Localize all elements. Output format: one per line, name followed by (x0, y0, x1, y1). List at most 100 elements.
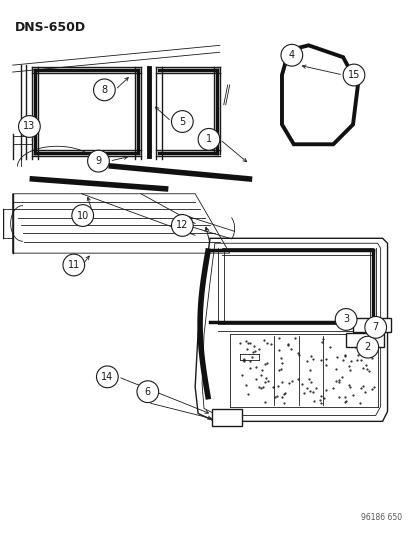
Point (319, 335, 325, 343)
Point (359, 382, 366, 390)
Point (320, 394, 327, 402)
Point (246, 339, 252, 348)
Point (353, 356, 359, 365)
Text: 7: 7 (372, 322, 378, 333)
Circle shape (63, 254, 85, 276)
Circle shape (88, 150, 109, 172)
Point (252, 375, 259, 383)
Point (322, 361, 329, 369)
Point (322, 386, 328, 394)
Point (306, 387, 313, 395)
Point (335, 392, 342, 401)
Point (348, 337, 355, 345)
Point (354, 351, 361, 359)
Point (367, 354, 374, 362)
Point (242, 336, 249, 345)
Point (292, 334, 298, 342)
Point (335, 378, 342, 386)
Point (261, 398, 268, 406)
Point (303, 383, 309, 392)
Point (280, 399, 287, 407)
Point (246, 357, 253, 365)
Point (317, 356, 323, 365)
Point (305, 375, 311, 383)
Point (274, 382, 280, 391)
Point (285, 340, 291, 348)
Point (244, 390, 251, 398)
Point (370, 383, 376, 392)
Point (277, 354, 284, 362)
Circle shape (198, 128, 219, 150)
Text: 15: 15 (347, 70, 359, 80)
Point (298, 380, 304, 389)
Point (261, 377, 267, 386)
Text: DNS-650D: DNS-650D (14, 21, 85, 34)
Point (353, 341, 360, 350)
Point (345, 381, 351, 389)
Point (332, 376, 338, 385)
Point (339, 356, 346, 364)
Text: 96186 650: 96186 650 (361, 513, 401, 522)
Point (238, 371, 245, 379)
Point (288, 376, 295, 385)
Point (255, 344, 261, 353)
Text: 12: 12 (176, 221, 188, 230)
Point (249, 348, 256, 357)
Point (284, 340, 291, 349)
Point (275, 346, 282, 354)
Bar (345, 333, 383, 347)
Point (326, 343, 332, 352)
Point (340, 351, 347, 360)
Point (250, 342, 257, 351)
Point (345, 383, 352, 392)
Point (349, 391, 355, 400)
Point (307, 352, 313, 360)
Point (264, 377, 271, 385)
Point (335, 376, 341, 384)
Circle shape (356, 336, 378, 358)
Point (236, 338, 243, 347)
Point (312, 384, 318, 393)
Point (300, 389, 306, 397)
Text: 6: 6 (145, 386, 150, 397)
Point (260, 336, 267, 344)
Point (258, 366, 264, 374)
Circle shape (342, 64, 364, 86)
Bar (211, 408, 241, 426)
Point (294, 349, 300, 358)
Point (278, 393, 285, 401)
Point (362, 360, 368, 369)
Text: 1: 1 (205, 134, 211, 144)
Point (341, 398, 348, 407)
Point (359, 363, 366, 372)
Point (365, 339, 371, 348)
Point (287, 345, 293, 353)
Text: 2: 2 (364, 342, 370, 352)
Point (263, 358, 269, 367)
Point (367, 333, 373, 342)
Circle shape (364, 317, 386, 338)
Point (257, 384, 263, 392)
Point (363, 365, 370, 373)
Point (261, 360, 267, 368)
Point (295, 350, 302, 359)
Text: 14: 14 (101, 372, 113, 382)
Point (248, 353, 254, 361)
Point (252, 347, 258, 356)
Point (278, 359, 285, 367)
Point (307, 377, 313, 386)
Point (347, 357, 353, 365)
Point (278, 378, 285, 386)
Text: 11: 11 (67, 260, 80, 270)
Circle shape (93, 79, 115, 101)
Point (309, 387, 316, 396)
Point (275, 366, 282, 374)
Point (361, 387, 368, 396)
Point (310, 397, 316, 405)
Circle shape (171, 111, 193, 132)
Point (357, 384, 364, 393)
Point (306, 366, 312, 374)
Point (338, 373, 345, 382)
Point (244, 339, 251, 348)
Point (317, 392, 324, 400)
